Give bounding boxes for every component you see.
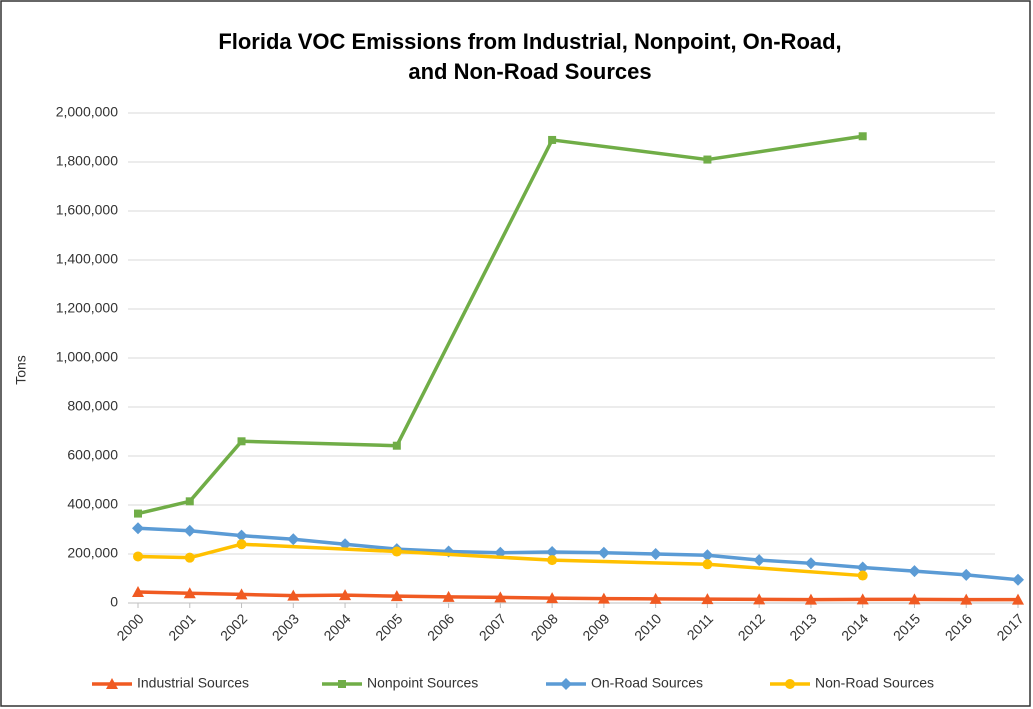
legend-marker: [338, 680, 346, 688]
data-point: [753, 593, 766, 605]
data-point: [856, 593, 869, 605]
data-point: [1012, 573, 1024, 586]
data-point: [908, 565, 921, 578]
legend-label: Nonpoint Sources: [367, 675, 478, 691]
data-point: [390, 590, 403, 602]
y-tick-label: 600,000: [67, 447, 118, 463]
data-point: [547, 555, 558, 566]
data-point: [134, 509, 142, 518]
data-point: [391, 546, 402, 557]
data-point: [856, 561, 869, 574]
data-point: [442, 590, 455, 602]
series-line: [137, 590, 1018, 602]
data-point: [392, 441, 401, 450]
data-point: [235, 588, 248, 600]
data-point: [133, 551, 143, 562]
data-point: [184, 552, 195, 563]
chart-title: Florida VOC Emissions from Industrial, N…: [218, 29, 841, 54]
data-point: [701, 593, 714, 605]
data-point: [185, 497, 194, 506]
y-tick-label: 1,000,000: [56, 349, 118, 365]
data-point: [804, 593, 817, 605]
data-point: [649, 548, 662, 560]
data-point: [858, 132, 867, 141]
legend-label: Non-Road Sources: [815, 675, 934, 691]
data-point: [804, 557, 817, 570]
data-point: [494, 591, 507, 603]
chart-title: and Non-Road Sources: [408, 59, 651, 84]
data-point: [183, 524, 196, 537]
y-tick-label: 2,000,000: [56, 104, 118, 120]
data-point: [235, 529, 248, 542]
data-point: [548, 135, 557, 144]
data-point: [287, 589, 300, 601]
data-point: [237, 437, 246, 446]
legend-label: Industrial Sources: [137, 675, 249, 691]
y-axis-label: Tons: [13, 355, 29, 385]
series-line: [137, 526, 1019, 582]
data-point: [703, 155, 712, 164]
y-tick-label: 1,400,000: [56, 251, 118, 267]
data-point: [597, 546, 610, 559]
data-point: [960, 593, 973, 605]
data-point: [339, 589, 352, 601]
data-point: [701, 549, 714, 562]
y-tick-label: 400,000: [67, 496, 118, 512]
y-tick-label: 0: [110, 594, 118, 610]
y-tick-label: 1,600,000: [56, 202, 118, 218]
data-point: [132, 522, 144, 535]
data-point: [546, 592, 559, 604]
legend-marker: [785, 679, 795, 689]
data-point: [236, 539, 247, 550]
data-point: [546, 546, 559, 559]
data-point: [1012, 593, 1024, 605]
y-tick-label: 1,200,000: [56, 300, 118, 316]
data-point: [908, 593, 921, 605]
legend-label: On-Road Sources: [591, 675, 703, 691]
y-tick-label: 800,000: [67, 398, 118, 414]
data-point: [597, 592, 610, 604]
y-tick-label: 200,000: [67, 545, 118, 561]
legend-marker: [560, 678, 572, 690]
data-point: [960, 568, 973, 581]
data-point: [339, 538, 352, 551]
y-tick-label: 1,800,000: [56, 153, 118, 169]
data-point: [132, 585, 144, 597]
legend-marker: [106, 678, 118, 689]
data-point: [857, 570, 868, 581]
data-point: [753, 554, 766, 567]
data-point: [183, 587, 196, 599]
data-point: [287, 533, 300, 546]
data-point: [649, 592, 662, 604]
data-point: [702, 559, 713, 570]
